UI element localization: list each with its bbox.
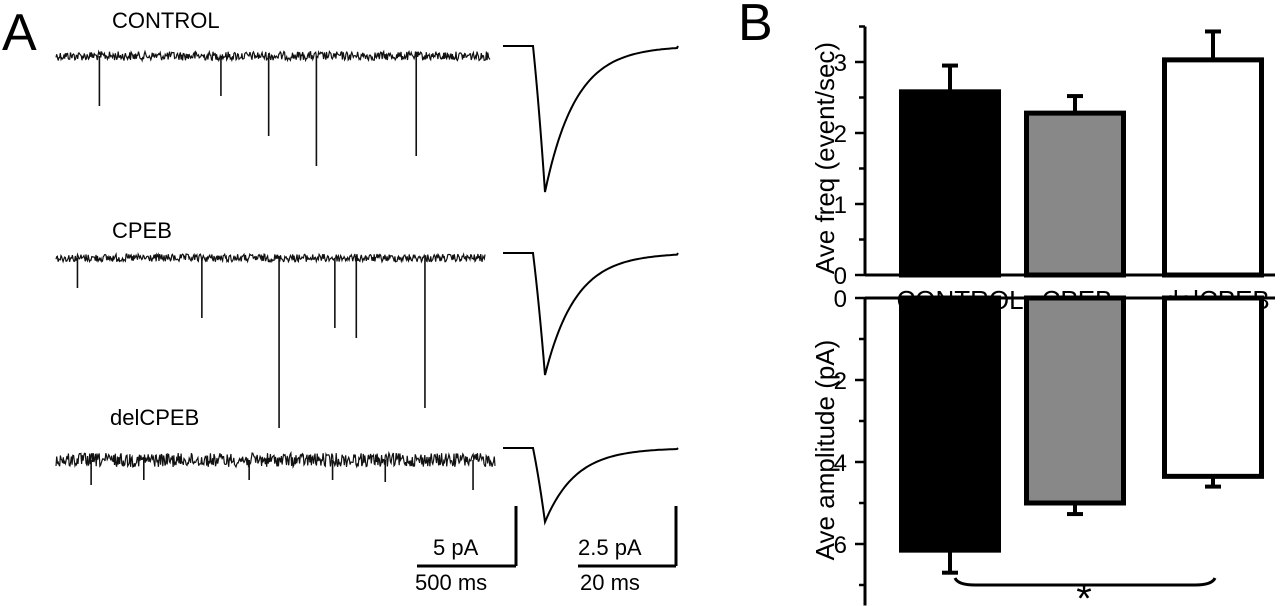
raw-trace-delcpeb bbox=[55, 450, 496, 469]
raw-traces bbox=[55, 49, 496, 490]
amp-bar-delcpeb bbox=[1162, 295, 1264, 479]
frequency-bar-chart: 0123CONTROLCPEBdelCPEB bbox=[834, 25, 1275, 315]
average-trace-delcpeb bbox=[503, 447, 679, 526]
amp-tick-label: 6 bbox=[834, 532, 847, 559]
significance-star: * bbox=[1076, 577, 1092, 606]
trace-label-delcpeb: delCPEB bbox=[110, 405, 199, 430]
amp-tick-label: 2 bbox=[834, 368, 847, 395]
significance-bracket bbox=[953, 577, 1217, 587]
freq-bar-cpeb bbox=[1024, 110, 1126, 278]
raw-trace-cpeb bbox=[55, 251, 486, 264]
freq-tick-label: 1 bbox=[834, 192, 847, 219]
amplitude-axis-title: Ave amplitude (pA) bbox=[810, 340, 840, 561]
panel-b-letter: B bbox=[738, 0, 773, 52]
average-traces bbox=[503, 45, 679, 526]
freq-axis-title: Ave freq (event/sec) bbox=[810, 42, 840, 274]
amp-bar-control bbox=[899, 295, 1001, 553]
average-trace-control bbox=[503, 45, 679, 193]
scale-label-trace-x: 500 ms bbox=[415, 570, 487, 595]
freq-bar-delcpeb bbox=[1162, 57, 1264, 278]
amplitude-bar-chart: 0 2 4 6 bbox=[834, 286, 1275, 606]
freq-tick-label: 2 bbox=[834, 121, 847, 148]
freq-bar-control bbox=[899, 89, 1001, 278]
trace-label-cpeb: CPEB bbox=[112, 218, 172, 243]
raw-trace-control bbox=[55, 49, 491, 63]
panel-a-letter: A bbox=[2, 4, 37, 62]
amp-tick-label: 4 bbox=[834, 450, 847, 477]
scale-label-avg-y: 2.5 pA bbox=[578, 535, 642, 560]
scale-label-avg-x: 20 ms bbox=[580, 570, 640, 595]
scale-bar-average: 2.5 pA 20 ms bbox=[578, 506, 678, 595]
scale-bar-traces: 5 pA 500 ms bbox=[415, 506, 518, 595]
freq-tick-label: 3 bbox=[834, 50, 847, 77]
scale-label-trace-y: 5 pA bbox=[433, 535, 479, 560]
trace-label-control: CONTROL bbox=[112, 8, 220, 33]
amp-tick-label: 0 bbox=[834, 286, 847, 313]
amp-bar-cpeb bbox=[1024, 295, 1126, 506]
average-trace-cpeb bbox=[503, 252, 679, 376]
freq-tick-label: 0 bbox=[834, 263, 847, 290]
